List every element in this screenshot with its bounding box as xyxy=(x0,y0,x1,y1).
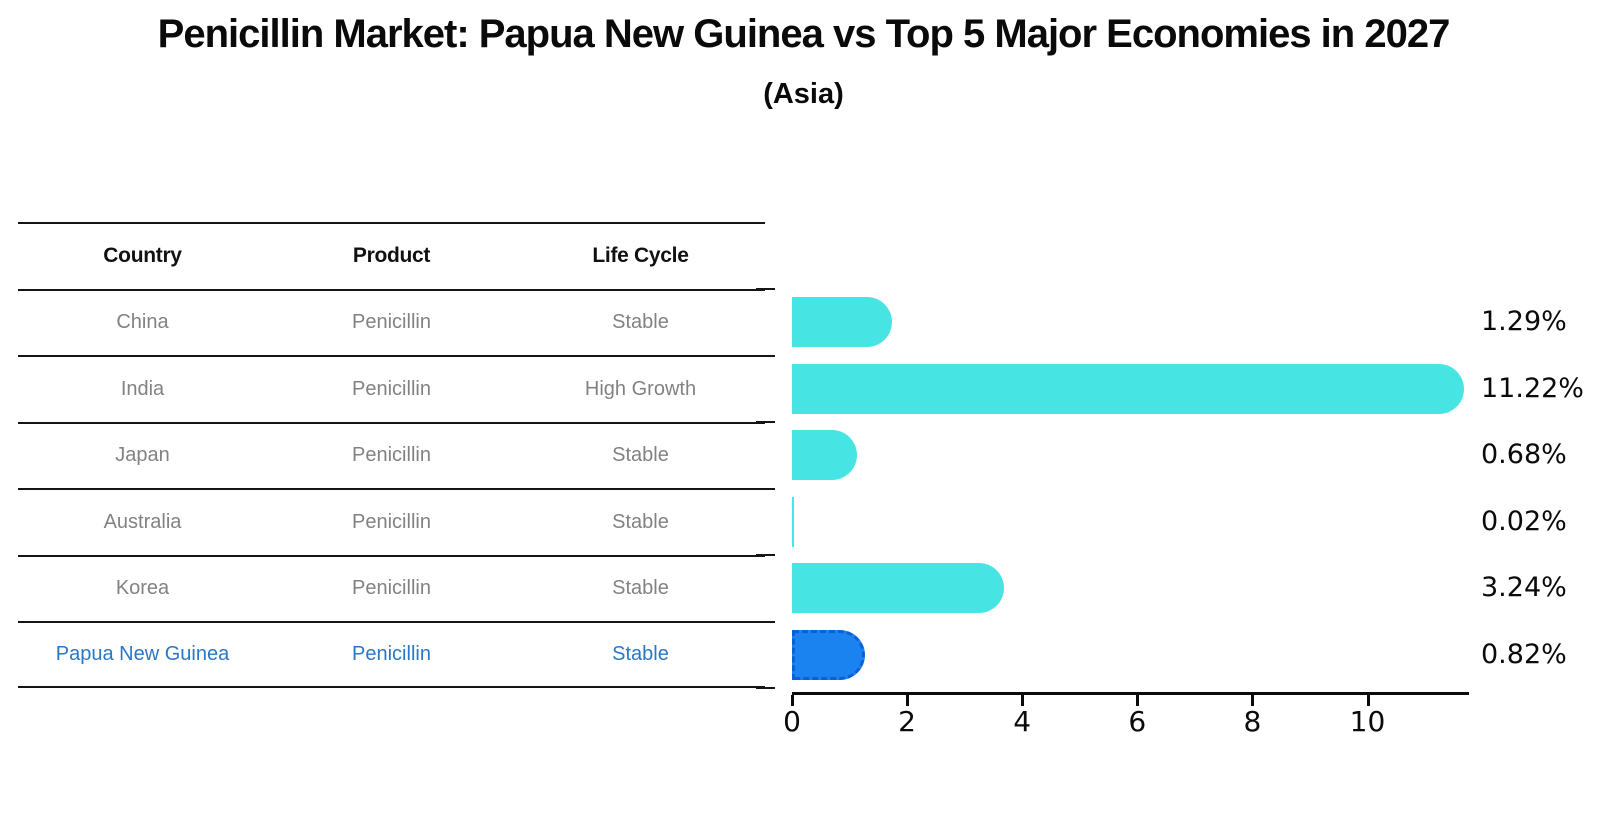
x-axis-tick-label: 0 xyxy=(783,705,801,738)
value-label: 0.68% xyxy=(1481,439,1567,470)
y-axis-tick xyxy=(756,487,775,490)
country-cell: India xyxy=(120,377,165,400)
x-axis-tick xyxy=(1366,695,1370,706)
table-row: China Penicillin Stable xyxy=(18,288,765,356)
market-share-bar xyxy=(792,629,866,680)
x-axis-tick-label: 10 xyxy=(1349,705,1386,738)
bar-row: 11.22% xyxy=(792,356,1584,423)
table-row: Japan Penicillin Stable xyxy=(18,421,765,489)
lifecycle-cell: High Growth xyxy=(584,377,697,400)
bar-row: 0.82% xyxy=(792,622,1567,689)
x-axis-tick xyxy=(1021,695,1025,706)
lifecycle-cell: Stable xyxy=(612,642,669,665)
y-axis-tick xyxy=(756,288,775,290)
market-share-bar xyxy=(792,496,794,547)
country-cell: Australia xyxy=(103,510,182,533)
value-label: 0.82% xyxy=(1481,638,1567,670)
x-axis-tick xyxy=(791,695,794,706)
value-label: 11.22% xyxy=(1481,372,1584,404)
column-header: Life Cycle xyxy=(592,244,689,268)
bar-chart-rows: 1.29% 11.22% 0.68% 0.02% 3.24% 0.82% xyxy=(792,289,1584,689)
value-label: 1.29% xyxy=(1481,306,1567,337)
x-axis-tick xyxy=(906,695,910,706)
lifecycle-cell: Stable xyxy=(612,577,669,600)
page-subtitle: (Asia) xyxy=(763,78,844,110)
country-cell: Papua New Guinea xyxy=(55,642,230,665)
y-axis-tick xyxy=(756,620,775,623)
bar-chart: 1.29% 11.22% 0.68% 0.02% 3.24% 0.82% 0 2 4 6 8 10 xyxy=(756,288,1584,738)
y-axis-tick xyxy=(756,421,775,423)
value-label: 3.24% xyxy=(1481,572,1567,603)
lifecycle-cell: Stable xyxy=(612,311,669,334)
bar-row: 3.24% xyxy=(792,555,1567,622)
table-row: Papua New Guinea Penicillin Stable xyxy=(18,621,765,688)
y-axis-tick xyxy=(756,354,775,357)
value-label: 0.02% xyxy=(1481,505,1567,537)
market-share-bar xyxy=(792,363,1464,414)
x-axis-tick-label: 6 xyxy=(1128,705,1147,738)
x-axis-tick-label: 8 xyxy=(1243,705,1262,738)
bar-row: 1.29% xyxy=(792,289,1567,356)
product-cell: Penicillin xyxy=(352,311,431,334)
product-cell: Penicillin xyxy=(352,577,431,600)
product-cell: Penicillin xyxy=(352,642,431,665)
market-share-bar xyxy=(792,430,858,480)
x-axis-tick-label: 4 xyxy=(1013,705,1032,738)
market-share-bar xyxy=(792,297,893,347)
country-cell: Japan xyxy=(115,444,170,467)
lifecycle-cell: Stable xyxy=(612,444,669,467)
country-cell: China xyxy=(116,311,169,334)
x-axis xyxy=(792,692,1469,695)
x-axis-tick xyxy=(1136,695,1140,706)
column-header: Product xyxy=(352,244,431,268)
table-row: Korea Penicillin Stable xyxy=(18,554,765,622)
market-table: Country Product Life Cycle China Penicillin… xyxy=(18,222,765,688)
table-row: India Penicillin High Growth xyxy=(18,355,765,422)
lifecycle-cell: Stable xyxy=(612,510,669,533)
table-row: Australia Penicillin Stable xyxy=(18,488,765,555)
column-header: Country xyxy=(103,244,182,268)
country-cell: Korea xyxy=(115,577,170,600)
x-axis-tick xyxy=(1251,695,1255,706)
product-cell: Penicillin xyxy=(352,510,431,533)
page-title: Penicillin Market: Papua New Guinea vs T… xyxy=(157,12,1451,56)
bar-row: 0.02% xyxy=(792,489,1567,556)
y-axis-tick xyxy=(756,554,775,556)
market-share-bar xyxy=(792,563,1005,613)
table-header-row: Country Product Life Cycle xyxy=(18,222,765,289)
product-cell: Penicillin xyxy=(352,444,431,467)
product-cell: Penicillin xyxy=(352,377,431,400)
x-axis-tick-label: 2 xyxy=(898,705,916,738)
bar-row: 0.68% xyxy=(792,422,1567,489)
y-axis-tick xyxy=(756,687,775,689)
